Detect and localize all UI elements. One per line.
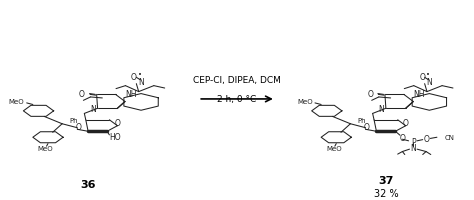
Text: Ph: Ph: [69, 118, 78, 124]
Text: O: O: [76, 123, 82, 132]
Text: 32 %: 32 %: [374, 188, 398, 198]
Text: NH: NH: [125, 89, 137, 98]
Text: MeO: MeO: [9, 98, 24, 104]
Text: •: •: [138, 72, 142, 78]
Text: MeO: MeO: [38, 145, 54, 151]
Text: O: O: [114, 119, 120, 128]
Text: N: N: [378, 104, 384, 113]
Text: MeO: MeO: [297, 98, 313, 104]
Text: O: O: [424, 135, 429, 144]
Text: 2 h, 0 °C: 2 h, 0 °C: [218, 95, 256, 104]
Text: O: O: [400, 133, 405, 142]
Text: N: N: [138, 77, 144, 86]
Text: O: O: [364, 123, 370, 132]
Text: O: O: [419, 72, 425, 81]
Text: N: N: [410, 144, 416, 152]
Text: NH: NH: [413, 89, 425, 98]
Text: CN: CN: [445, 134, 455, 140]
Text: O: O: [367, 89, 373, 98]
Text: 37: 37: [378, 175, 393, 185]
Text: O: O: [402, 119, 409, 128]
Text: Ph: Ph: [357, 118, 366, 124]
Text: O: O: [131, 72, 137, 81]
Text: •: •: [427, 72, 430, 78]
Text: N: N: [427, 77, 432, 86]
Text: HO: HO: [109, 132, 121, 141]
Text: MeO: MeO: [326, 145, 342, 151]
Text: CEP-Cl, DIPEA, DCM: CEP-Cl, DIPEA, DCM: [193, 75, 281, 84]
Text: N: N: [90, 104, 96, 113]
Text: P: P: [411, 137, 416, 146]
Text: 36: 36: [81, 179, 96, 189]
Text: O: O: [79, 89, 85, 98]
